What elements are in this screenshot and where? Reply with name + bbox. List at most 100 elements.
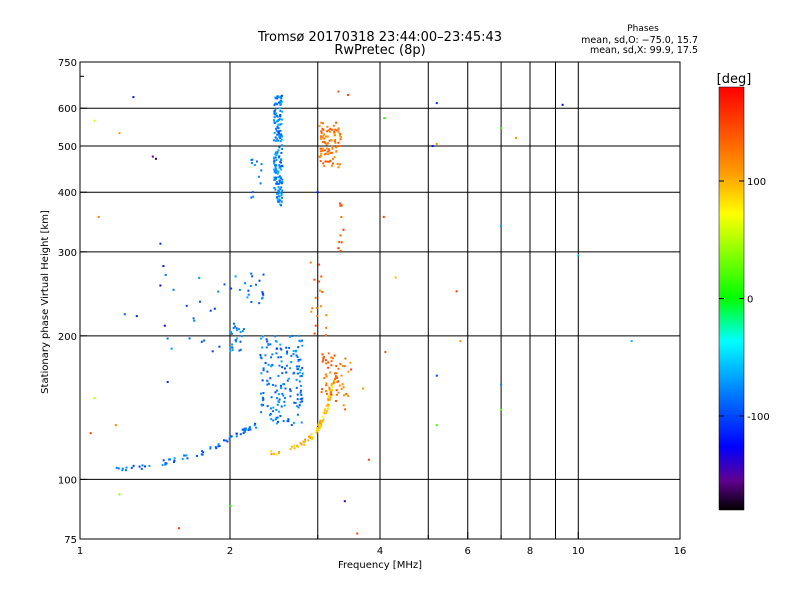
echo-point — [459, 340, 462, 343]
echo-point — [239, 348, 242, 351]
echo-point — [337, 131, 340, 134]
echo-point — [330, 360, 333, 363]
echo-point — [292, 353, 295, 356]
echo-point — [267, 343, 270, 346]
echo-point — [275, 347, 278, 350]
echo-point — [275, 181, 278, 184]
echo-point — [286, 351, 288, 354]
echo-point — [261, 379, 264, 382]
echo-point — [321, 140, 324, 143]
echo-point — [239, 433, 242, 436]
echo-point — [320, 154, 323, 157]
echo-point — [273, 170, 276, 173]
echo-point — [339, 138, 342, 141]
echo-point — [339, 249, 342, 252]
echo-point — [211, 350, 214, 353]
echo-point — [335, 365, 338, 367]
echo-point — [330, 393, 333, 396]
echo-point — [280, 384, 282, 387]
y-tick-label: 600 — [58, 104, 77, 115]
echo-point — [285, 346, 288, 349]
echo-point — [277, 156, 280, 159]
echo-point — [322, 415, 324, 418]
echo-point — [273, 116, 276, 119]
echo-point — [275, 352, 278, 355]
echo-point — [274, 113, 277, 116]
echo-point — [293, 371, 296, 374]
echo-point — [281, 94, 283, 97]
echo-point — [328, 388, 331, 391]
echo-point — [326, 147, 329, 150]
echo-point — [185, 304, 188, 307]
echo-point — [342, 228, 345, 231]
echo-point — [281, 180, 284, 183]
echo-point — [262, 392, 265, 394]
echo-point — [327, 404, 330, 407]
echo-point — [270, 418, 273, 421]
echo-point — [298, 334, 300, 337]
echo-point — [93, 119, 96, 122]
echo-point — [261, 396, 264, 399]
echo-point — [289, 448, 292, 451]
echo-point — [337, 380, 340, 383]
echo-point — [278, 166, 281, 169]
echo-point — [321, 149, 324, 152]
x-tick-label: 6 — [465, 546, 471, 557]
echo-point — [242, 432, 245, 435]
echo-point — [331, 147, 334, 150]
echo-point — [265, 346, 268, 349]
echo-point — [274, 188, 277, 191]
echo-point — [289, 388, 292, 391]
y-tick-label: 400 — [58, 188, 77, 199]
echo-point — [279, 165, 282, 168]
echo-point — [339, 234, 342, 237]
echo-point — [279, 203, 282, 206]
echo-point — [330, 356, 333, 359]
echo-point — [261, 404, 264, 407]
echo-point — [338, 241, 341, 244]
echo-point — [217, 290, 220, 293]
echo-point — [274, 384, 277, 387]
echo-point — [264, 362, 267, 364]
echo-point — [118, 493, 121, 496]
echo-point — [262, 273, 265, 276]
echo-point — [277, 182, 280, 185]
echo-point — [341, 383, 344, 386]
echo-point — [317, 423, 320, 426]
echo-point — [161, 464, 164, 467]
echo-point — [338, 163, 341, 166]
echo-point — [276, 192, 278, 195]
echo-point — [316, 427, 319, 430]
echo-point — [273, 112, 276, 115]
echo-point — [215, 447, 218, 450]
echo-point — [279, 109, 282, 112]
echo-point — [249, 285, 252, 287]
echo-point — [226, 440, 229, 443]
echo-point — [349, 361, 352, 364]
echo-point — [213, 307, 216, 310]
echo-point — [151, 155, 154, 158]
echo-point — [295, 349, 298, 352]
echo-point — [325, 390, 328, 393]
colorbar-tick-label: 0 — [747, 295, 753, 306]
echo-point — [296, 368, 299, 371]
echo-point — [262, 398, 265, 401]
echo-point — [166, 381, 169, 383]
echo-point — [335, 389, 338, 392]
echo-point — [280, 102, 283, 105]
echo-point — [272, 406, 275, 409]
echo-point — [301, 366, 304, 369]
echo-point — [320, 275, 323, 278]
echo-point — [275, 112, 278, 115]
echo-point — [271, 383, 274, 386]
echo-point — [229, 346, 232, 349]
echo-point — [326, 135, 329, 138]
echo-point — [298, 371, 301, 374]
echo-point — [301, 397, 304, 400]
echo-point — [338, 134, 341, 137]
echo-point — [140, 467, 143, 470]
echo-point — [337, 391, 340, 394]
echo-point — [198, 276, 201, 279]
echo-point — [273, 157, 275, 160]
y-tick-label: 500 — [58, 142, 77, 153]
